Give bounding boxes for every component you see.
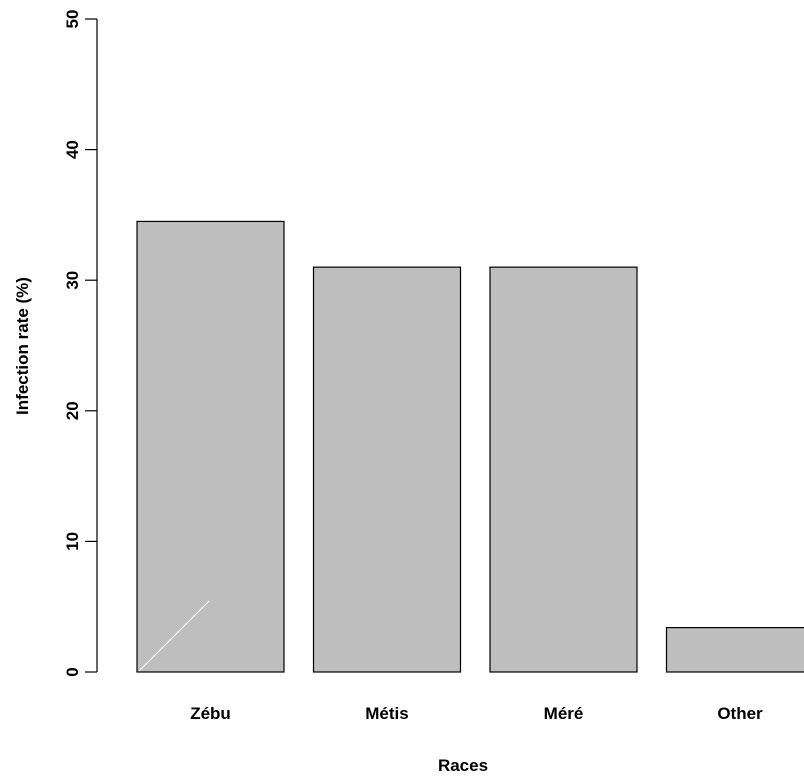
y-tick-label: 40: [63, 140, 82, 159]
y-tick-label: 50: [63, 10, 82, 29]
x-tick-label: Méré: [544, 704, 584, 723]
y-axis-title: Infection rate (%): [13, 277, 32, 415]
y-tick-label: 20: [63, 401, 82, 420]
y-tick-label: 30: [63, 271, 82, 290]
x-tick-labels: Zébu Métis Méré Other: [190, 704, 763, 723]
y-tick-label: 10: [63, 532, 82, 551]
x-tick-label: Zébu: [190, 704, 231, 723]
bars-group: [137, 221, 804, 672]
bar-zébu: [137, 221, 284, 672]
bar-other: [667, 628, 804, 672]
x-tick-label: Métis: [365, 704, 408, 723]
x-tick-label: Other: [717, 704, 763, 723]
bar-méré: [490, 267, 637, 672]
y-axis: 0 10 20 30 40 50: [63, 10, 97, 677]
bar-métis: [314, 267, 461, 672]
y-tick-label: 0: [63, 667, 82, 676]
x-axis-title: Races: [438, 756, 488, 774]
